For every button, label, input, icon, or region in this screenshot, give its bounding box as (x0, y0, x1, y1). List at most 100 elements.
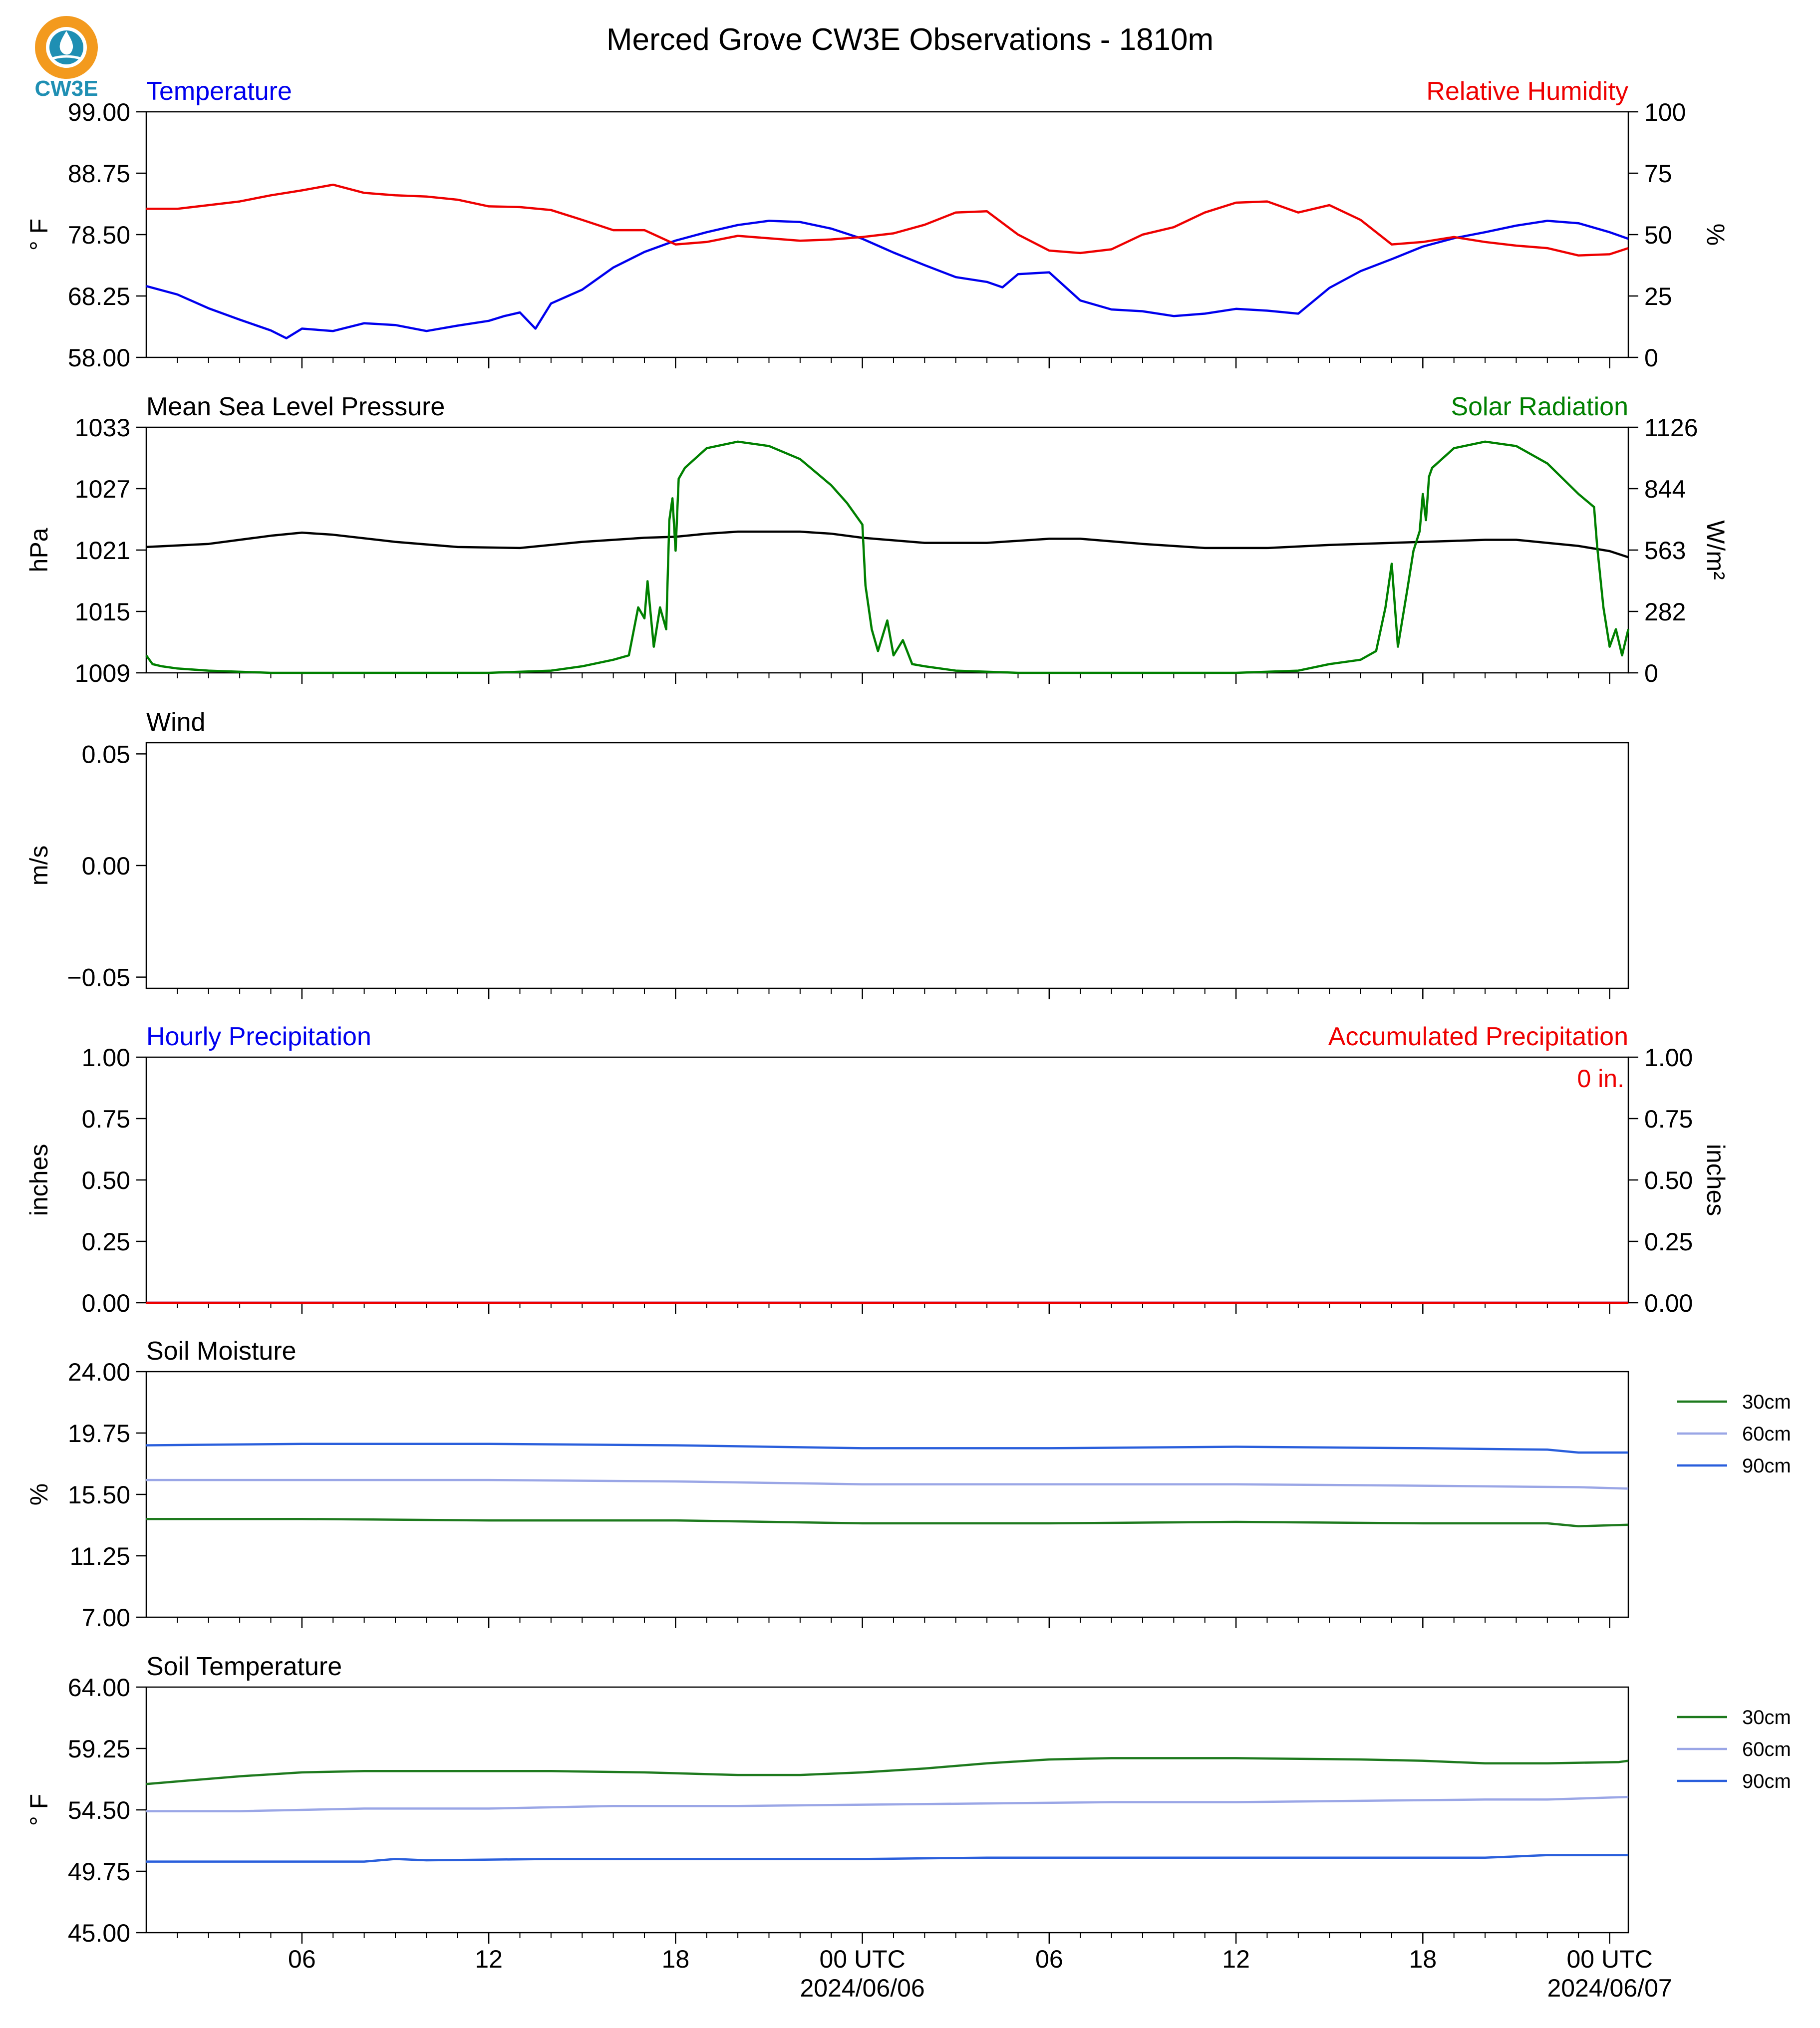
y-left-axis-label: m/s (25, 846, 53, 886)
panel-title-left: Mean Sea Level Pressure (146, 392, 445, 421)
y-right-tick-label: 0.75 (1644, 1105, 1693, 1133)
y-left-axis-label: ° F (25, 219, 53, 251)
y-right-tick-label: 75 (1644, 160, 1672, 188)
y-right-axis-label: W/m² (1702, 520, 1730, 579)
x-tick-label: 12 (1222, 1945, 1250, 1973)
y-left-tick-label: 58.00 (68, 344, 130, 372)
legend-label-90cm: 90cm (1742, 1455, 1791, 1477)
panel-pressure_solar: Mean Sea Level Pressure Solar Radiation 10… (25, 392, 1730, 687)
y-left-tick-label: 1033 (75, 414, 130, 442)
panel-temperature_humidity: Temperature Relative Humidity 99.00 88.75 78… (25, 77, 1730, 372)
legend-label-60cm: 60cm (1742, 1423, 1791, 1445)
panel-precipitation: Hourly Precipitation Accumulated Precipit… (25, 1022, 1730, 1317)
y-left-tick-label: 15.50 (68, 1481, 130, 1509)
series-line-90cm (146, 1443, 1628, 1454)
y-left-tick-label: −0.05 (67, 964, 130, 992)
x-tick-label: 18 (1409, 1945, 1437, 1973)
figure-title: Merced Grove CW3E Observations - 1810m (607, 22, 1213, 57)
panel-title-left: Soil Moisture (146, 1337, 297, 1366)
panel-title-left: Temperature (146, 77, 292, 106)
x-tick-label: 18 (662, 1945, 690, 1973)
series-line-30cm (146, 1757, 1629, 1785)
y-right-tick-label: 50 (1644, 221, 1672, 249)
panel-title-left: Hourly Precipitation (146, 1022, 371, 1051)
legend-label-90cm: 90cm (1742, 1770, 1791, 1792)
y-right-tick-label: 0.25 (1644, 1228, 1693, 1256)
chart-panels: Temperature Relative Humidity 99.00 88.75 78… (25, 77, 1791, 2002)
y-left-tick-label: 0.75 (82, 1105, 130, 1133)
y-right-tick-label: 0 (1644, 659, 1658, 687)
panel-title-right: Solar Radiation (1451, 392, 1628, 421)
panel-title-right: Relative Humidity (1426, 77, 1628, 106)
y-left-tick-label: 0.25 (82, 1228, 130, 1256)
panel-title-left: Soil Temperature (146, 1652, 342, 1681)
logo-ring-icon (35, 16, 98, 79)
y-left-tick-label: 1015 (75, 598, 130, 626)
y-right-tick-label: 1.00 (1644, 1044, 1693, 1072)
y-right-tick-label: 282 (1644, 598, 1686, 626)
series-line-90cm (146, 1854, 1628, 1863)
panel-soil_moisture: Soil Moisture 24.00 19.75 15.50 11.25 7.00% 30… (25, 1337, 1791, 1632)
y-right-tick-label: 0.50 (1644, 1166, 1693, 1194)
series-line-relative-humidity (146, 183, 1629, 257)
legend: 30cm 60cm 90cm (1677, 1707, 1791, 1792)
x-tick-label: 06 (288, 1945, 316, 1973)
y-left-tick-label: 19.75 (68, 1420, 130, 1448)
y-left-tick-label: 7.00 (82, 1604, 130, 1632)
logo-drop-icon (59, 31, 73, 55)
y-left-tick-label: 0.50 (82, 1166, 130, 1194)
y-left-tick-label: 99.00 (68, 98, 130, 126)
series-line-60cm (146, 1478, 1629, 1490)
y-left-tick-label: 11.25 (70, 1542, 130, 1570)
y-right-tick-label: 844 (1644, 475, 1686, 503)
y-right-axis-label: inches (1702, 1144, 1730, 1216)
y-right-tick-label: 0 (1644, 344, 1658, 372)
y-left-tick-label: 0.05 (82, 740, 130, 768)
y-left-tick-label: 78.50 (68, 221, 130, 249)
y-right-tick-label: 100 (1644, 98, 1686, 126)
cw3e-logo: CW3E (34, 16, 98, 101)
panel-title-right: Accumulated Precipitation (1328, 1022, 1628, 1051)
x-date-label: 2024/06/06 (800, 1974, 924, 2002)
accumulated-total-label: 0 in. (1577, 1065, 1624, 1093)
y-right-tick-label: 563 (1644, 537, 1686, 565)
y-left-tick-label: 49.75 (68, 1858, 130, 1886)
panel-wind: Wind 0.05 0.00 −0.05 m/s (25, 708, 1629, 999)
y-left-tick-label: 1.00 (82, 1044, 130, 1072)
y-left-axis-label: hPa (25, 528, 53, 572)
y-right-axis-label: % (1702, 224, 1730, 246)
y-left-tick-label: 88.75 (68, 160, 130, 188)
legend-label-60cm: 60cm (1742, 1738, 1791, 1760)
y-left-tick-label: 54.50 (68, 1796, 130, 1824)
x-tick-label: 06 (1035, 1945, 1063, 1973)
x-tick-label: 00 UTC (1566, 1945, 1652, 1973)
y-left-tick-label: 59.25 (68, 1735, 130, 1763)
logo-wave-icon (50, 55, 82, 60)
y-right-tick-label: 0.00 (1644, 1289, 1693, 1317)
y-left-axis-label: % (25, 1483, 53, 1505)
y-left-tick-label: 64.00 (68, 1674, 130, 1702)
y-left-tick-label: 1009 (75, 659, 130, 687)
y-left-tick-label: 0.00 (82, 852, 130, 880)
y-left-tick-label: 1027 (75, 475, 130, 503)
y-left-axis-label: ° F (25, 1794, 53, 1826)
legend: 30cm 60cm 90cm (1677, 1391, 1791, 1477)
y-right-tick-label: 25 (1644, 283, 1672, 310)
series-line-solar-radiation (145, 440, 1630, 674)
x-tick-label: 00 UTC (819, 1945, 905, 1973)
y-left-axis-label: inches (25, 1144, 53, 1216)
series-line-temperature (146, 220, 1629, 339)
y-left-tick-label: 45.00 (68, 1919, 130, 1947)
panel-soil_temperature: Soil Temperature 64.00 59.25 54.50 49.75 45.0… (25, 1652, 1791, 1947)
legend-label-30cm: 30cm (1742, 1391, 1791, 1413)
y-left-tick-label: 68.25 (68, 283, 130, 310)
x-date-label: 2024/06/07 (1547, 1974, 1672, 2002)
y-left-tick-label: 24.00 (68, 1358, 130, 1386)
legend-label-30cm: 30cm (1742, 1707, 1791, 1729)
y-left-tick-label: 0.00 (82, 1289, 130, 1317)
y-right-tick-label: 1126 (1644, 414, 1698, 442)
panel-title-left: Wind (146, 708, 205, 737)
logo-text: CW3E (34, 76, 98, 101)
